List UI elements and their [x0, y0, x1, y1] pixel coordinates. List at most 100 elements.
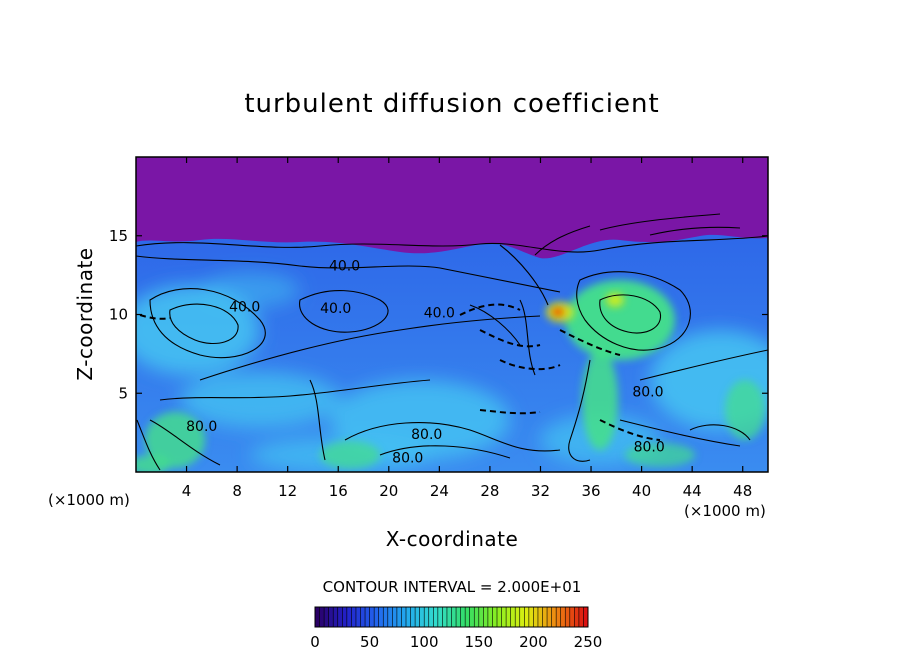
colorbar-segment [524, 607, 530, 627]
contour-label: 40.0 [424, 306, 455, 322]
colorbar-tick-label: 150 [464, 633, 493, 651]
colorbar-segment [365, 607, 370, 627]
colorbar-segment [501, 607, 507, 627]
contour-dashes [139, 303, 661, 441]
x-tick-label: 8 [232, 482, 242, 500]
colorbar-segment [437, 607, 443, 627]
contour-label: 80.0 [632, 384, 663, 400]
colorbar-segment [469, 607, 475, 627]
colorbar-segment [433, 607, 439, 627]
contour-label: 80.0 [634, 440, 665, 456]
colorbar-segment [383, 607, 389, 627]
x-axis-ticks: 4 8 12 16 20 24 28 32 36 40 44 48 [182, 157, 752, 500]
y-tick-label: 5 [118, 384, 128, 402]
contour-label: 40.0 [229, 299, 260, 315]
x-tick-label: 20 [379, 482, 398, 500]
chart-title: turbulent diffusion coefficient [244, 89, 659, 119]
colorbar-segment [374, 607, 379, 627]
colorbar-segment [315, 607, 320, 627]
colorbar-segment [337, 607, 343, 627]
x-tick-label: 12 [278, 482, 297, 500]
colorbar-segment [483, 607, 489, 627]
colorbar-segment [478, 607, 484, 627]
colorbar-segment [319, 607, 325, 627]
x-tick-label: 36 [581, 482, 600, 500]
colorbar-segment [360, 607, 366, 627]
y-tick-label: 15 [109, 227, 128, 245]
x-unit-right: (×1000 m) [684, 502, 766, 520]
colorbar-segment [506, 607, 511, 627]
field-upper-region [136, 157, 768, 259]
colorbar-tick-label: 50 [360, 633, 379, 651]
colorbar-segment [446, 607, 452, 627]
colorbar-segment [515, 607, 521, 627]
colorbar-segment [487, 607, 493, 627]
x-tick-label: 32 [531, 482, 550, 500]
colorbar-segment [328, 607, 334, 627]
colorbar-segment [369, 607, 375, 627]
x-tick-label: 16 [329, 482, 348, 500]
colorbar-tick-label: 250 [574, 633, 603, 651]
colorbar-segment [451, 607, 457, 627]
colorbar-segment [346, 607, 352, 627]
colorbar-tick-label: 200 [519, 633, 548, 651]
colorbar-segment [551, 607, 557, 627]
x-tick-label: 40 [632, 482, 651, 500]
colorbar-segment [533, 607, 539, 627]
x-tick-label: 48 [733, 482, 752, 500]
colorbar-segment [574, 607, 580, 627]
colorbar-frame [314, 606, 589, 628]
colorbar-segment [419, 607, 425, 627]
contour-label: 40.0 [329, 258, 360, 274]
colorbar-segment [510, 607, 516, 627]
colorbar-segment [578, 607, 584, 627]
heatmap-field: 40.0 40.0 40.0 40.0 80.0 80.0 80.0 80.0 80.0 [136, 157, 768, 472]
x-axis-label: X-coordinate [386, 527, 519, 551]
colorbar-segment [324, 607, 329, 627]
contour-label: 80.0 [392, 451, 423, 467]
x-tick-label: 44 [683, 482, 702, 500]
colorbar-segment [392, 607, 398, 627]
x-unit-left: (×1000 m) [48, 491, 130, 509]
colorbar-segment [542, 607, 548, 627]
colorbar-segment [565, 607, 571, 627]
colorbar-segment [342, 607, 348, 627]
colorbar-segment [492, 607, 498, 627]
y-axis-label: Z-coordinate [73, 247, 97, 380]
colorbar-segment [355, 607, 361, 627]
colorbar-segment [569, 607, 575, 627]
colorbar-segment [537, 607, 543, 627]
x-tick-label: 24 [430, 482, 449, 500]
contour-label: 80.0 [186, 419, 217, 435]
colorbar-segment [351, 607, 357, 627]
colorbar-segment [333, 607, 339, 627]
x-tick-label: 4 [182, 482, 192, 500]
y-axis-ticks: 5 10 15 [109, 227, 768, 402]
y-tick-label: 10 [109, 306, 128, 324]
colorbar-tick-label: 100 [410, 633, 439, 651]
colorbar-segment [465, 607, 470, 627]
contour-interval-text: CONTOUR INTERVAL = 2.000E+01 [323, 578, 582, 596]
contour-label: 80.0 [411, 427, 442, 443]
colorbar-segment [424, 607, 430, 627]
colorbar-segment [401, 607, 407, 627]
contour-label: 40.0 [320, 301, 351, 317]
colorbar-segment [560, 607, 566, 627]
colorbar-segment [396, 607, 402, 627]
colorbar-ticks: 0 50 100 150 200 250 [310, 633, 602, 651]
colorbar-segment [556, 607, 561, 627]
colorbar-segment [428, 607, 434, 627]
colorbar-segment [497, 607, 502, 627]
colorbar-segment [583, 607, 589, 627]
contour-labels: 40.0 40.0 40.0 40.0 80.0 80.0 80.0 80.0 80.0 [186, 258, 665, 466]
colorbar-segment [410, 607, 416, 627]
colorbar-segment [519, 607, 525, 627]
x-tick-label: 28 [480, 482, 499, 500]
colorbar-segment [387, 607, 393, 627]
colorbar-segment [378, 607, 384, 627]
colorbar-segment [442, 607, 448, 627]
colorbar [314, 606, 589, 628]
colorbar-segment [460, 607, 466, 627]
colorbar-segment [456, 607, 461, 627]
